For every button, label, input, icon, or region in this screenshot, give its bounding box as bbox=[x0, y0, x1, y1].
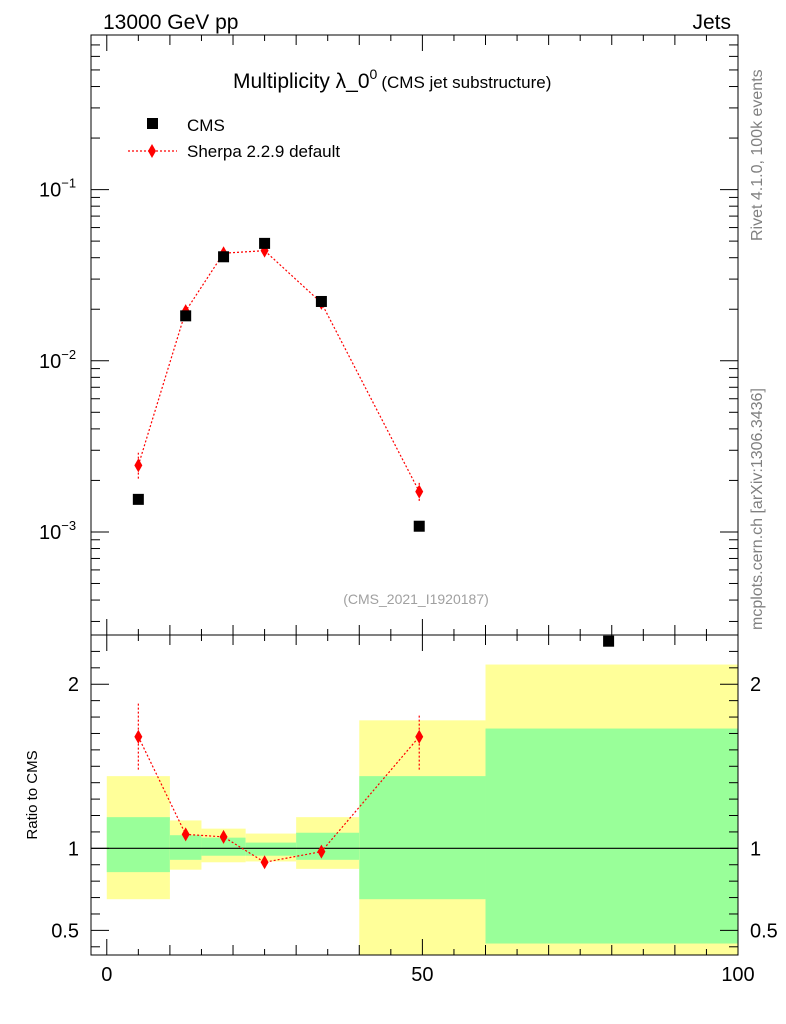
legend: CMS Sherpa 2.2.9 default bbox=[128, 116, 340, 161]
header-left: 13000 GeV pp bbox=[103, 11, 238, 34]
ratio-sherpa-line bbox=[137, 736, 420, 863]
ratio-ylabel: Ratio to CMS bbox=[24, 750, 41, 839]
ratio-ytick-label-left: 1 bbox=[68, 838, 79, 860]
ratio-ytick-label-right: 2 bbox=[750, 674, 761, 696]
legend-marker-sherpa bbox=[148, 144, 156, 158]
legend-marker-cms bbox=[147, 118, 158, 129]
sherpa-point bbox=[415, 484, 424, 499]
analysis-watermark: (CMS_2021_I1920187) bbox=[343, 591, 489, 607]
ratio-ytick-label-right: 0.5 bbox=[750, 920, 778, 942]
cms-point bbox=[259, 237, 271, 249]
cms-point bbox=[315, 295, 327, 307]
legend-label-cms: CMS bbox=[187, 116, 225, 135]
ratio-band-inner bbox=[201, 837, 246, 856]
plot-title: Multiplicity λ_00 (CMS jet substructure) bbox=[233, 66, 551, 93]
side-label-upper: Rivet 4.1.0, 100k events bbox=[749, 69, 766, 241]
ratio-sherpa-point bbox=[219, 829, 228, 844]
main-series-lines bbox=[137, 246, 420, 501]
ratio-band-inner bbox=[296, 832, 360, 860]
ratio-sherpa-point bbox=[260, 855, 269, 870]
cms-point bbox=[218, 251, 230, 263]
cms-point bbox=[132, 493, 144, 505]
ratio-frame bbox=[90, 634, 739, 956]
ratio-xtick-label: 0 bbox=[101, 964, 112, 986]
cms-point bbox=[413, 520, 425, 532]
ratio-xtick-label: 50 bbox=[411, 964, 433, 986]
main-ytick-label: 10−2 bbox=[39, 347, 76, 373]
cms-point bbox=[603, 635, 615, 647]
ratio-series-points bbox=[134, 729, 424, 870]
ratio-band-inner bbox=[485, 728, 738, 944]
ratio-band-inner bbox=[106, 817, 170, 873]
ratio-bands bbox=[106, 664, 738, 955]
ratio-axis-ticks: 2 2 1 1 0.5 0.5 0 50 100 bbox=[51, 635, 778, 986]
ratio-ytick-label-left: 0.5 bbox=[51, 920, 79, 942]
ratio-ytick-label-left: 2 bbox=[68, 674, 79, 696]
main-series-points bbox=[132, 237, 615, 647]
ratio-sherpa-point bbox=[317, 844, 326, 859]
sherpa-point bbox=[134, 458, 143, 473]
header-right: Jets bbox=[692, 11, 731, 34]
main-ytick-label: 10−1 bbox=[39, 176, 76, 202]
ratio-xtick-label: 100 bbox=[721, 964, 754, 986]
ratio-band-inner bbox=[359, 776, 486, 900]
main-ytick-label: 10−3 bbox=[39, 518, 76, 544]
legend-label-sherpa: Sherpa 2.2.9 default bbox=[187, 142, 340, 161]
cms-point bbox=[180, 310, 192, 322]
ratio-sherpa-point bbox=[181, 827, 190, 842]
ratio-band-inner bbox=[245, 842, 297, 856]
sherpa-line bbox=[137, 250, 420, 492]
ratio-sherpa-point bbox=[134, 729, 143, 744]
side-label-lower: mcplots.cern.ch [arXiv:1306.3436] bbox=[749, 388, 766, 630]
main-axis-ticks: 10−1 10−2 10−3 bbox=[39, 34, 739, 635]
ratio-sherpa-point bbox=[415, 729, 424, 744]
ratio-ytick-label-right: 1 bbox=[750, 838, 761, 860]
